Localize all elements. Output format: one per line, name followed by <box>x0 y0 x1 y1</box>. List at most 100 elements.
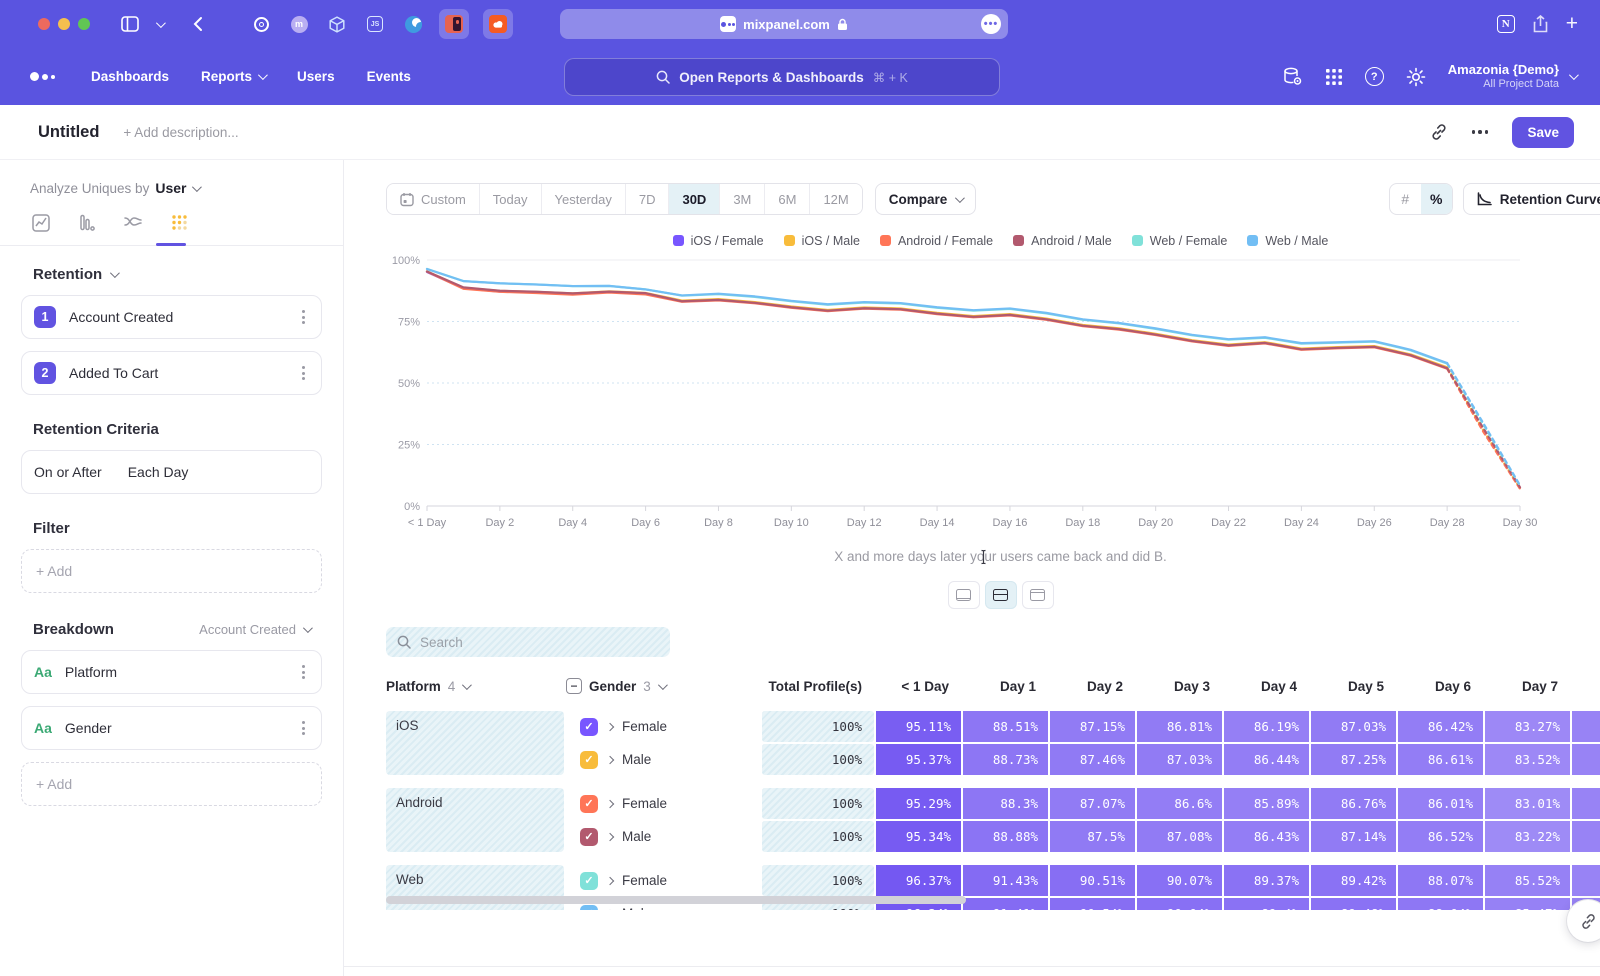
copy-link-icon[interactable] <box>1430 123 1448 141</box>
back-icon[interactable] <box>185 12 209 36</box>
nav-users[interactable]: Users <box>297 69 335 84</box>
series-checkbox[interactable]: ✓ <box>580 905 598 911</box>
legend-item[interactable]: iOS / Female <box>673 233 764 248</box>
retention-value-cell[interactable]: 85.47% <box>1485 898 1570 910</box>
retention-value-cell[interactable]: 85.52% <box>1485 865 1570 896</box>
retention-value-cell-clipped[interactable] <box>1572 744 1600 775</box>
retention-value-cell[interactable]: 83.22% <box>1485 821 1570 852</box>
retention-value-cell[interactable]: 86.44% <box>1224 744 1309 775</box>
data-management-icon[interactable] <box>1282 66 1303 87</box>
range-7d[interactable]: 7D <box>626 184 670 214</box>
report-title[interactable]: Untitled <box>38 123 99 142</box>
retention-value-cell[interactable]: 91.43% <box>963 865 1048 896</box>
legend-item[interactable]: Android / Female <box>880 233 993 248</box>
day-column-header[interactable]: Day 7 <box>1485 679 1570 694</box>
retention-value-cell[interactable]: 88.51% <box>963 711 1048 742</box>
tab-retention[interactable] <box>168 214 190 245</box>
retention-value-cell[interactable]: 87.07% <box>1050 788 1135 819</box>
retention-value-cell[interactable]: 90.51% <box>1050 865 1135 896</box>
mixpanel-logo[interactable] <box>30 72 55 81</box>
retention-value-cell[interactable]: 87.46% <box>1050 744 1135 775</box>
day-column-header[interactable]: Day 6 <box>1398 679 1483 694</box>
retention-value-cell[interactable]: 89.4% <box>1224 898 1309 910</box>
platform-column-header[interactable]: Platform4 <box>386 679 564 694</box>
horizontal-scrollbar[interactable] <box>386 896 966 904</box>
legend-item[interactable]: Web / Male <box>1247 233 1328 248</box>
retention-value-cell[interactable]: 85.89% <box>1224 788 1309 819</box>
retention-value-cell[interactable]: 86.43% <box>1224 821 1309 852</box>
unit-number-button[interactable]: # <box>1390 184 1421 214</box>
retention-value-cell[interactable]: 91.41% <box>963 898 1048 910</box>
table-search[interactable] <box>386 627 670 657</box>
breakdown-options-icon[interactable] <box>298 661 309 683</box>
settings-gear-icon[interactable] <box>1406 67 1426 87</box>
chart-type-selector[interactable]: Retention Curve <box>1463 183 1600 215</box>
retention-value-cell[interactable]: 87.14% <box>1311 821 1396 852</box>
legend-item[interactable]: Web / Female <box>1132 233 1228 248</box>
retention-value-cell[interactable]: 88.73% <box>963 744 1048 775</box>
retention-value-cell[interactable]: 89.42% <box>1311 865 1396 896</box>
nav-events[interactable]: Events <box>367 69 411 84</box>
retention-value-cell[interactable]: 86.52% <box>1398 821 1483 852</box>
retention-value-cell[interactable]: 86.76% <box>1311 788 1396 819</box>
retention-chart[interactable]: 100%75%50%25%0%< 1 DayDay 2Day 4Day 6Day… <box>386 254 1600 537</box>
retention-value-cell[interactable]: 83.01% <box>1485 788 1570 819</box>
range-30d[interactable]: 30D <box>669 184 720 214</box>
tab-insights[interactable] <box>30 214 52 245</box>
criteria-interval[interactable]: Each Day <box>128 464 189 480</box>
range-3m[interactable]: 3M <box>720 184 765 214</box>
close-window-button[interactable] <box>38 18 50 30</box>
range-today[interactable]: Today <box>480 184 542 214</box>
retention-value-cell-clipped[interactable] <box>1572 865 1600 896</box>
browser-tab-js-icon[interactable]: JS <box>363 12 387 36</box>
retention-value-cell[interactable]: 86.6% <box>1137 788 1222 819</box>
retention-value-cell[interactable]: 86.01% <box>1398 788 1483 819</box>
browser-tab-avatar-icon[interactable]: m <box>287 12 311 36</box>
url-bar[interactable]: mixpanel.com ••• <box>560 9 1008 39</box>
range-yesterday[interactable]: Yesterday <box>542 184 626 214</box>
browser-tab-globe-icon[interactable] <box>401 12 425 36</box>
retention-value-cell-clipped[interactable] <box>1572 711 1600 742</box>
retention-value-cell[interactable]: 90.54% <box>1050 898 1135 910</box>
retention-value-cell[interactable]: 86.19% <box>1224 711 1309 742</box>
retention-step-2[interactable]: 2 Added To Cart <box>21 351 322 395</box>
retention-value-cell[interactable]: 90.07% <box>1137 865 1222 896</box>
nav-reports[interactable]: Reports <box>201 69 265 84</box>
expand-row-icon[interactable] <box>606 799 614 807</box>
retention-section-header[interactable]: Retention <box>21 266 322 283</box>
breakdown-gender[interactable]: Aa Gender <box>21 706 322 750</box>
breakdown-scope-selector[interactable]: Account Created <box>199 622 310 637</box>
expand-row-icon[interactable] <box>606 832 614 840</box>
series-checkbox[interactable]: ✓ <box>580 795 598 813</box>
retention-value-cell[interactable]: 88.88% <box>963 821 1048 852</box>
nav-dashboards[interactable]: Dashboards <box>91 69 169 84</box>
retention-value-cell[interactable]: 83.27% <box>1485 711 1570 742</box>
retention-value-cell[interactable]: 87.5% <box>1050 821 1135 852</box>
retention-value-cell[interactable]: 86.61% <box>1398 744 1483 775</box>
chevron-down-icon[interactable] <box>156 18 166 28</box>
help-icon[interactable]: ? <box>1365 67 1384 86</box>
legend-item[interactable]: Android / Male <box>1013 233 1112 248</box>
browser-tab-soundcloud-icon[interactable] <box>483 9 513 39</box>
day-column-header[interactable]: Day 4 <box>1224 679 1309 694</box>
maximize-window-button[interactable] <box>78 18 90 30</box>
copy-report-link-button[interactable] <box>1567 900 1600 942</box>
expand-row-icon[interactable] <box>606 876 614 884</box>
retention-value-cell[interactable]: 87.08% <box>1137 821 1222 852</box>
retention-value-cell[interactable]: 88.07% <box>1398 865 1483 896</box>
window-controls[interactable] <box>38 18 90 30</box>
day-column-header[interactable]: Day 2 <box>1050 679 1135 694</box>
select-all-checkbox[interactable]: − <box>566 678 582 694</box>
filter-add-button[interactable]: + Add <box>21 549 322 593</box>
range-6m[interactable]: 6M <box>765 184 810 214</box>
url-more-icon[interactable]: ••• <box>981 14 1001 34</box>
retention-value-cell[interactable]: 96.37% <box>876 865 961 896</box>
report-description-placeholder[interactable]: + Add description... <box>123 125 238 140</box>
series-checkbox[interactable]: ✓ <box>580 751 598 769</box>
retention-value-cell[interactable]: 89.37% <box>1224 865 1309 896</box>
retention-value-cell[interactable]: 86.42% <box>1398 711 1483 742</box>
retention-value-cell-clipped[interactable] <box>1572 788 1600 819</box>
global-search[interactable]: Open Reports & Dashboards ⌘ + K <box>564 58 1000 96</box>
retention-value-cell[interactable]: 95.34% <box>876 821 961 852</box>
share-icon[interactable] <box>1533 15 1548 33</box>
